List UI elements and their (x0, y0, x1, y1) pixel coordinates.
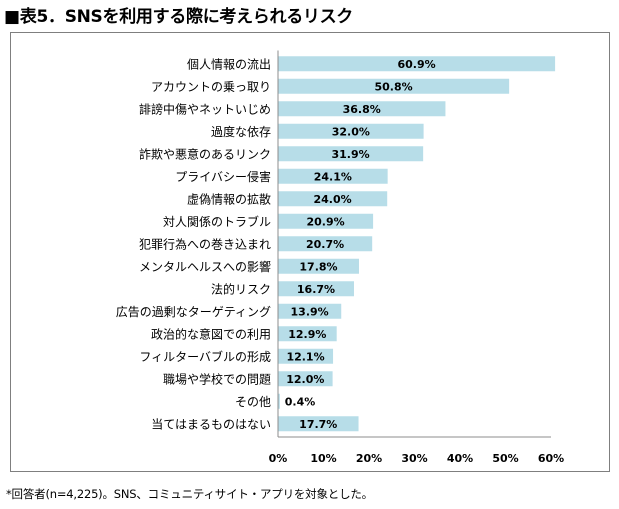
category-label: 対人関係のトラブル (163, 214, 271, 229)
value-label: 12.1% (286, 350, 324, 363)
chart-frame: 個人情報の流出 60.9% アカウントの乗っ取り 50.8% 誹謗中傷やネットいじめ 36… (10, 32, 610, 472)
value-label: 24.0% (314, 193, 352, 206)
category-label: 虚偽情報の拡散 (187, 191, 271, 206)
x-tick-label: 40% (447, 452, 473, 465)
value-label: 60.9% (397, 58, 435, 71)
value-label: 16.7% (297, 283, 335, 296)
category-label: 職場や学校での問題 (163, 371, 271, 386)
category-label: 法的リスク (211, 281, 271, 296)
category-label: 個人情報の流出 (187, 57, 271, 71)
value-label: 32.0% (332, 125, 370, 138)
value-label: 20.9% (306, 215, 344, 228)
bar (278, 416, 359, 432)
value-label: 20.7% (306, 238, 344, 251)
value-label: 17.8% (299, 260, 337, 273)
value-label: 12.0% (286, 373, 324, 386)
x-tick-label: 60% (538, 452, 564, 465)
bar (278, 101, 446, 117)
x-tick-label: 20% (356, 452, 382, 465)
bar-chart: 個人情報の流出 60.9% アカウントの乗っ取り 50.8% 誹謗中傷やネットいじめ 36… (116, 50, 564, 465)
bar (278, 236, 373, 252)
bar (278, 371, 333, 387)
category-label: 犯罪行為への巻き込まれ (139, 237, 271, 251)
bar (278, 123, 424, 139)
value-label: 13.9% (291, 305, 329, 318)
category-label: プライバシー侵害 (175, 169, 271, 184)
value-label: 50.8% (374, 80, 412, 93)
category-label: その他 (235, 395, 271, 409)
x-tick-label: 30% (401, 452, 427, 465)
x-tick-label: 0% (269, 452, 288, 465)
category-label: アカウントの乗っ取り (151, 80, 271, 94)
footnote: *回答者(n=4,225)。SNS、コミュニティサイト・アプリを対象とした。 (6, 487, 373, 501)
bar (278, 393, 280, 409)
category-label: 当てはまるものはない (151, 417, 271, 431)
category-label: 政治的な意図での利用 (151, 326, 271, 341)
x-tick-label: 50% (492, 452, 518, 465)
chart-title: ■表5．SNSを利用する際に考えられるリスク (4, 7, 354, 27)
bar (278, 191, 388, 207)
bar (278, 258, 359, 274)
value-label: 17.7% (299, 418, 337, 431)
bar (278, 56, 556, 72)
value-label: 31.9% (331, 148, 369, 161)
value-label: 12.9% (288, 328, 326, 341)
category-label: 誹謗中傷やネットいじめ (139, 101, 271, 116)
x-tick-label: 10% (310, 452, 336, 465)
bar (278, 78, 510, 94)
category-label: メンタルヘルスへの影響 (139, 259, 271, 274)
value-label: 0.4% (285, 395, 316, 408)
bar (278, 281, 354, 297)
bar (278, 348, 334, 364)
bar (278, 303, 342, 319)
bar (278, 213, 374, 229)
category-label: 過度な依存 (211, 124, 271, 139)
category-label: 詐欺や悪意のあるリンク (139, 146, 271, 161)
value-label: 24.1% (314, 170, 352, 183)
bar (278, 168, 388, 184)
value-label: 36.8% (343, 103, 381, 116)
category-label: フィルターバブルの形成 (139, 349, 271, 364)
bar (278, 326, 337, 342)
bar (278, 146, 424, 162)
category-label: 広告の過剰なターゲティング (116, 305, 271, 319)
